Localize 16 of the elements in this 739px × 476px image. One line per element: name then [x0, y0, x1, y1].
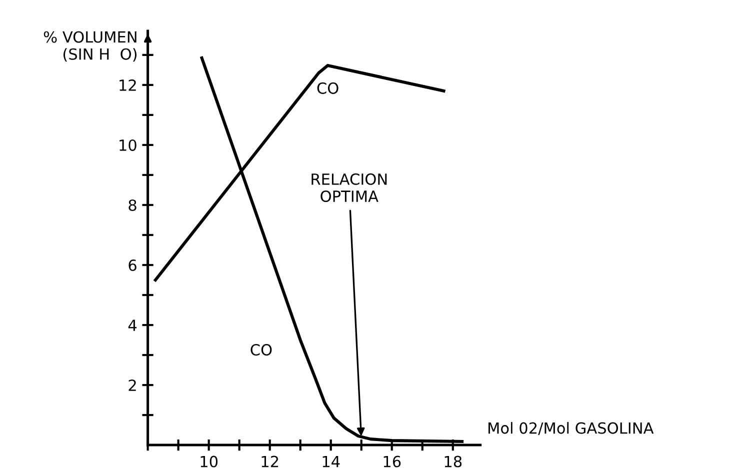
x-tick-label: 10 — [200, 456, 218, 468]
annotation: RELACION OPTIMA — [312, 173, 387, 202]
series-label: CO — [317, 82, 338, 94]
y-tick-label: 8 — [128, 199, 136, 212]
y-tick-label: 2 — [128, 380, 136, 391]
y-axis-title: % VOLUMEN (SIN H O) — [44, 31, 137, 62]
y-tick-label: 4 — [128, 320, 137, 331]
y-tick-label: 10 — [120, 139, 136, 151]
x-tick-label: 16 — [384, 456, 401, 468]
series-label: CO — [250, 344, 272, 356]
x-tick-label: 12 — [262, 456, 278, 468]
x-axis-title: Mol 02/Mol GASOLINA — [488, 422, 654, 436]
x-tick-label: 14 — [322, 456, 340, 468]
x-tick-label: 18 — [444, 456, 462, 468]
y-tick-label: 6 — [128, 259, 136, 272]
y-tick-label: 12 — [120, 79, 136, 91]
